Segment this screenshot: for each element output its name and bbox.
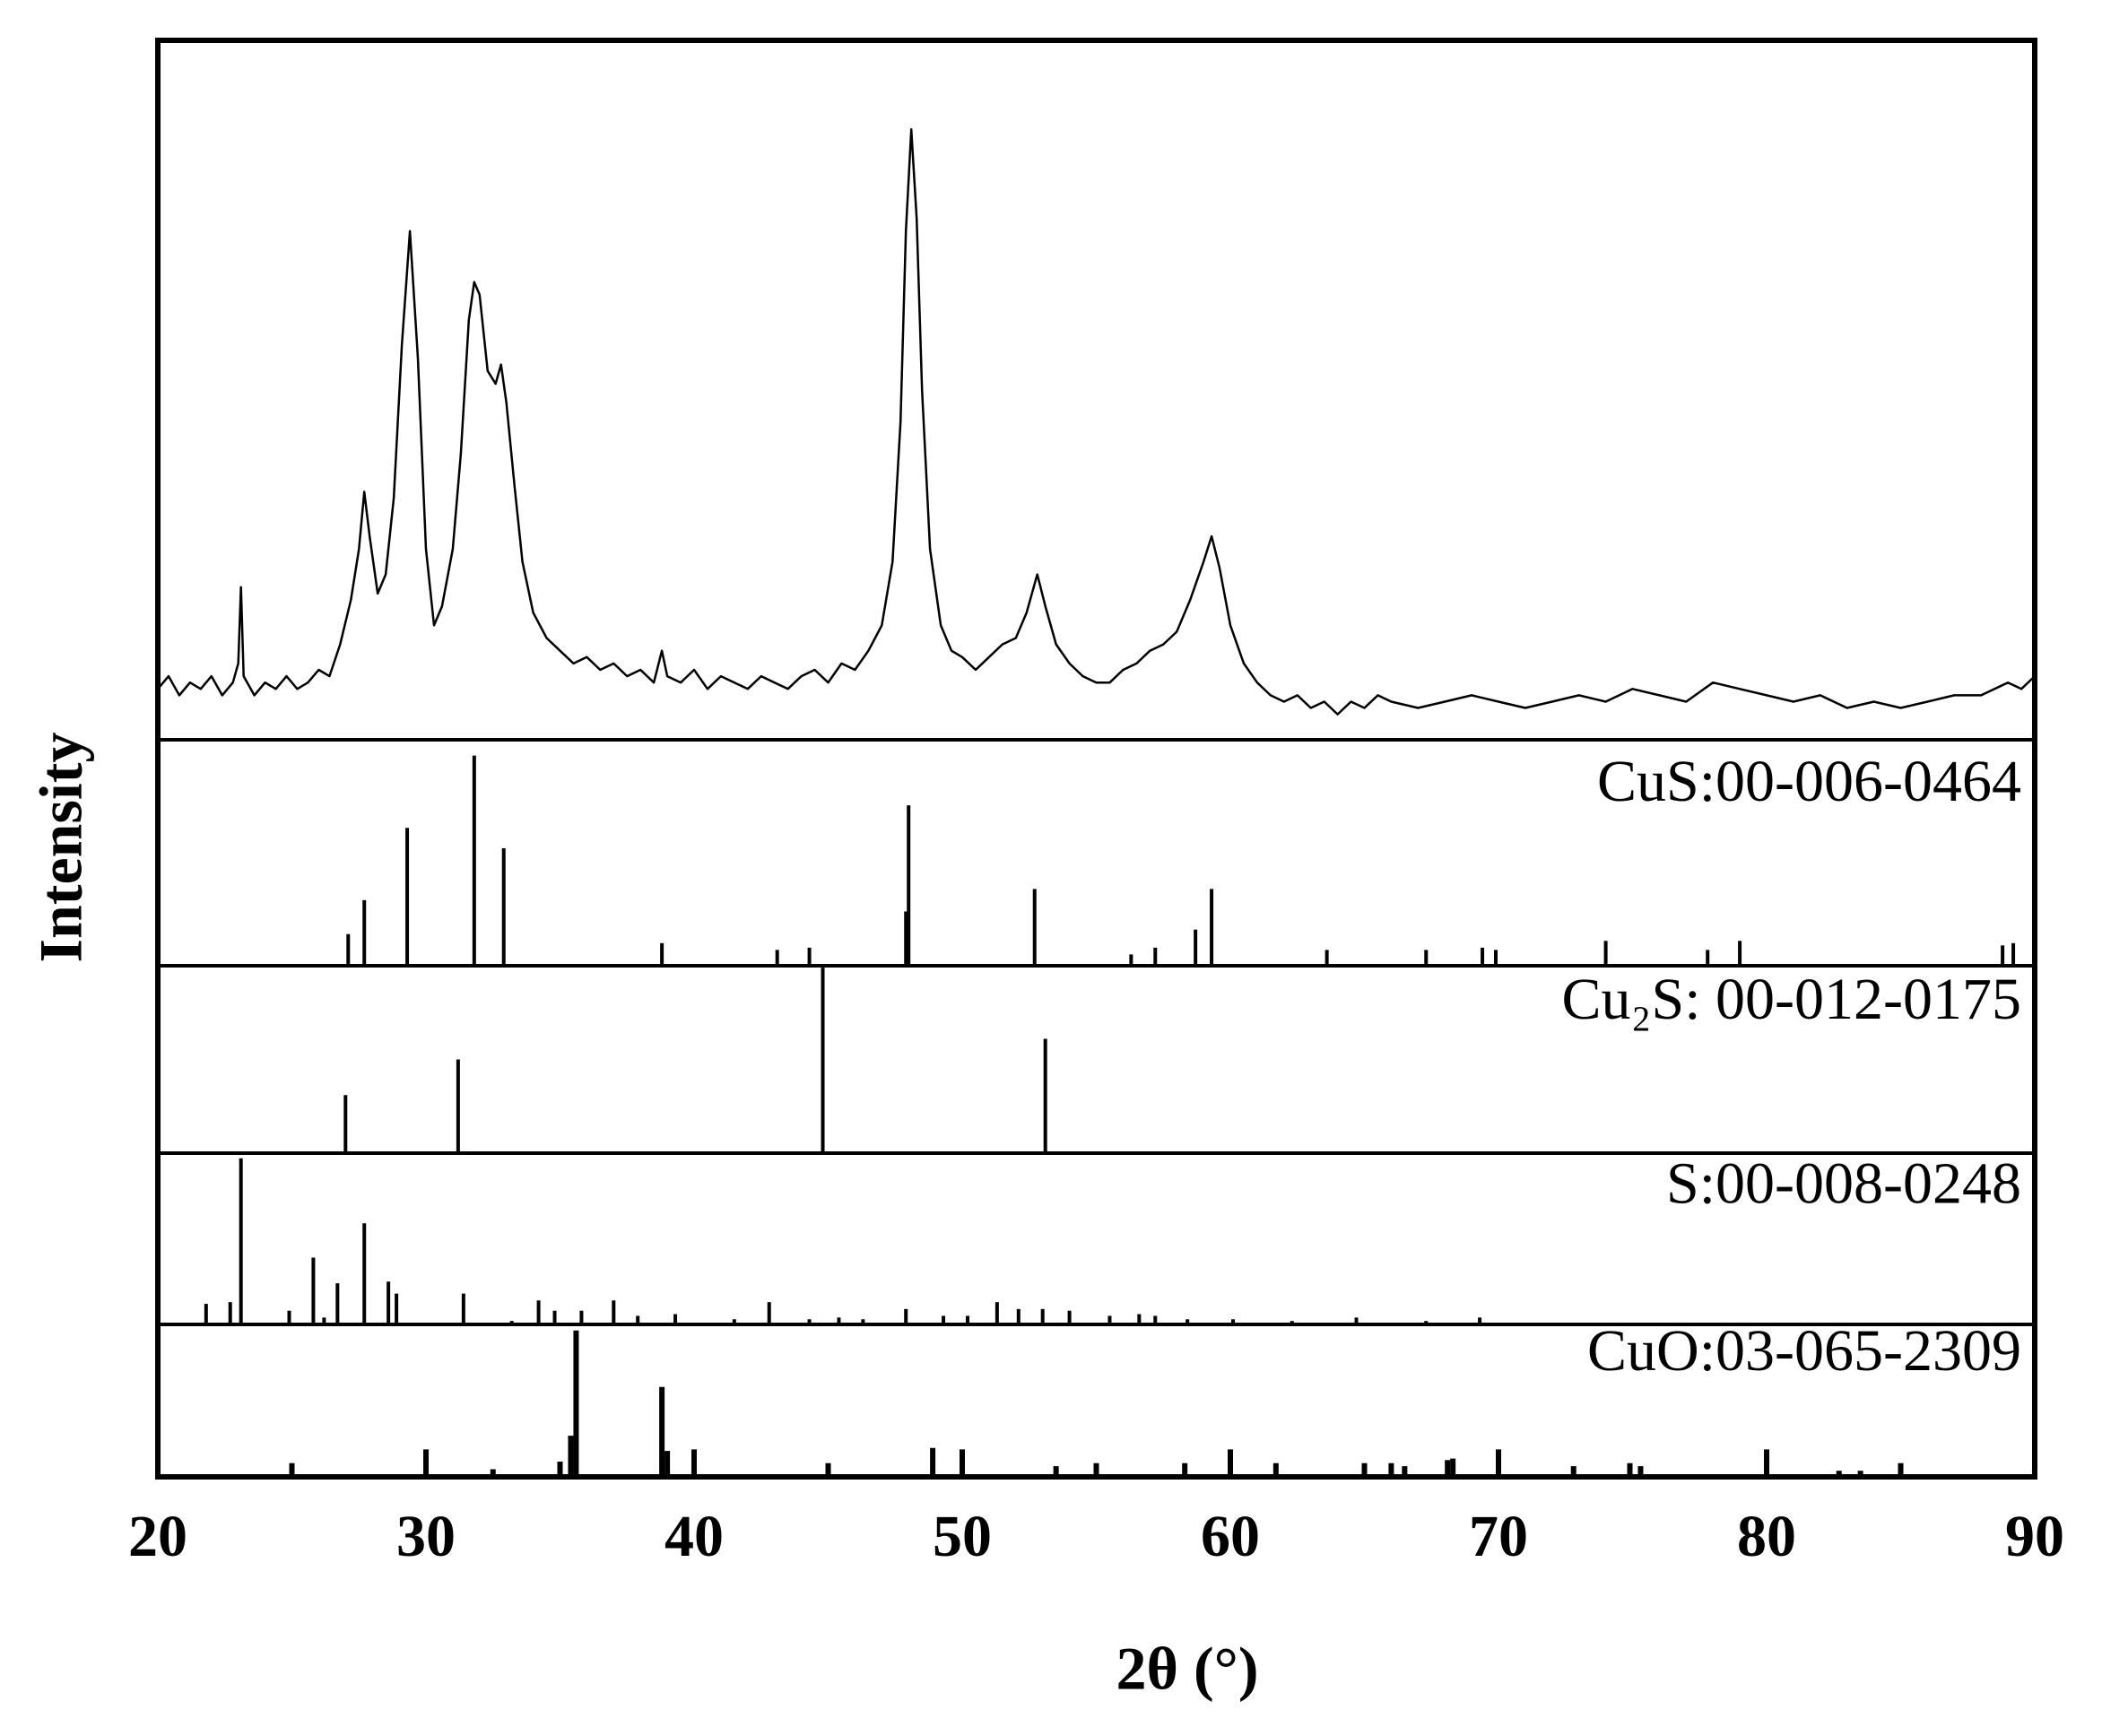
reference-label: CuO:03-065-2309	[1587, 1318, 2021, 1384]
x-axis-label: 2θ (°)	[1116, 1635, 1259, 1703]
plot-frame	[155, 38, 2037, 1480]
reference-label: Cu₂S: 00-012-0175	[1561, 967, 2021, 1032]
x-tick-label: 70	[1469, 1504, 1528, 1569]
x-tick-label: 40	[664, 1504, 724, 1569]
x-tick-label: 90	[2005, 1504, 2064, 1569]
x-tick-label: 60	[1201, 1504, 1260, 1569]
x-tick-label: 30	[396, 1504, 456, 1569]
y-axis-label: Intensity	[27, 733, 95, 963]
x-tick-label: 80	[1737, 1504, 1796, 1569]
xrd-pattern	[157, 128, 2036, 716]
reference-label: CuS:00-006-0464	[1597, 749, 2021, 814]
x-tick-label: 50	[933, 1504, 992, 1569]
reference-label: S:00-008-0248	[1666, 1150, 2021, 1216]
x-tick-label: 20	[128, 1504, 187, 1569]
